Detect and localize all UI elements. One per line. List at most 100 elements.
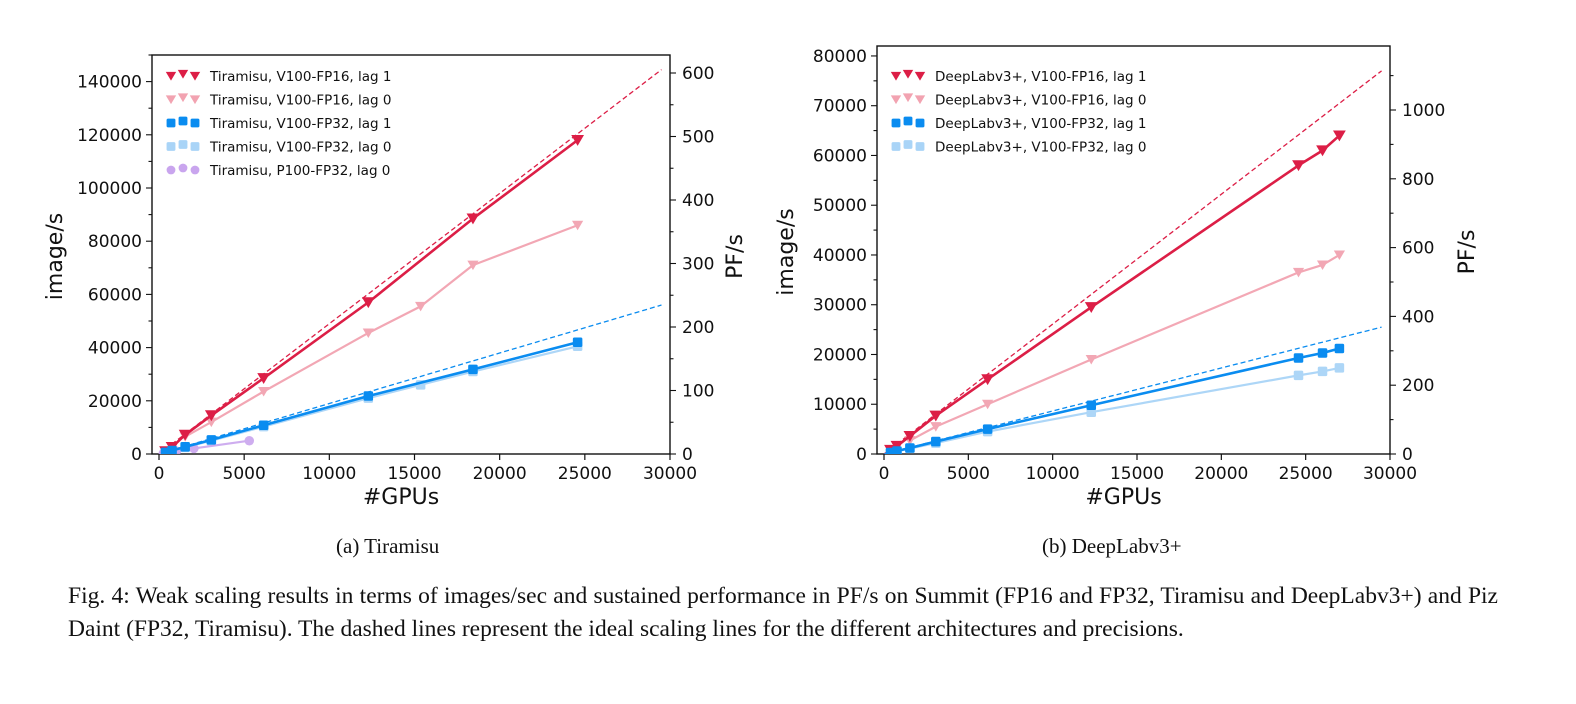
figure-caption: Fig. 4: Weak scaling results in terms of… <box>68 583 1498 642</box>
legend-item: Tiramisu, V100-FP16, lag 1 <box>165 69 392 85</box>
y-tick-label: 0 <box>856 445 867 465</box>
series-fp32-lag1 <box>885 343 1345 454</box>
data-point <box>468 364 478 375</box>
data-point <box>1292 160 1305 172</box>
legend-label: DeepLabv3+, V100-FP32, lag 1 <box>935 116 1146 132</box>
legend-item: DeepLabv3+, V100-FP16, lag 1 <box>890 69 1146 85</box>
plot-frame <box>151 54 671 455</box>
data-point <box>930 422 942 432</box>
data-point <box>180 442 190 452</box>
ideal-scaling-line <box>883 326 1382 454</box>
ideal-scaling-line <box>158 304 662 454</box>
series-line <box>164 139 579 453</box>
subcaption-a: (a) Tiramisu <box>336 534 440 558</box>
y-tick-label: 120000 <box>77 126 142 146</box>
y-tick-label: 10000 <box>813 395 867 415</box>
y2-tick-label: 0 <box>682 445 693 465</box>
legend-marker-icon <box>166 165 176 175</box>
chart-tiramisu: 0 5000 10000 15000 20000 25000 300000200004000… <box>43 54 748 510</box>
y2-axis-label: PF/s <box>1455 230 1480 275</box>
plot-area <box>158 69 662 454</box>
legend-label: DeepLabv3+, V100-FP16, lag 0 <box>935 93 1146 109</box>
legend-label: Tiramisu, V100-FP16, lag 1 <box>209 69 392 85</box>
x-tick-label: 20000 <box>473 464 527 484</box>
series-fp16-lag0 <box>904 250 1345 446</box>
ideal-scaling-line <box>158 69 662 454</box>
data-point <box>1316 260 1329 270</box>
legend-marker-icon <box>190 118 200 128</box>
x-tick-label: 10000 <box>1026 464 1080 484</box>
legend-marker-icon <box>914 95 926 105</box>
legend-marker-icon <box>189 95 201 105</box>
figure-canvas: 0 5000 10000 15000 20000 25000 300000200004000… <box>43 45 1480 510</box>
legend-item: Tiramisu, P100-FP32, lag 0 <box>166 163 390 179</box>
x-axis-label: #GPUs <box>1085 485 1161 510</box>
data-point <box>205 417 217 428</box>
legend-marker-icon <box>177 69 189 79</box>
y-tick-label: 70000 <box>813 97 867 117</box>
y-tick-label: 40000 <box>813 246 867 266</box>
legend-marker-icon <box>903 116 913 126</box>
data-point <box>244 435 255 446</box>
data-point <box>257 373 271 384</box>
data-point <box>467 260 479 271</box>
data-point <box>571 135 585 146</box>
y2-tick-label: 800 <box>1402 170 1434 190</box>
data-point <box>1084 302 1098 313</box>
legend-marker-icon <box>915 142 925 151</box>
data-point <box>1317 348 1328 358</box>
legend-marker-icon <box>178 116 188 126</box>
legend-label: Tiramisu, V100-FP16, lag 0 <box>209 93 392 109</box>
data-point <box>258 420 269 431</box>
y2-tick-label: 0 <box>1402 445 1413 465</box>
legend-marker-icon <box>902 69 914 79</box>
legend-label: DeepLabv3+, V100-FP16, lag 1 <box>935 69 1146 85</box>
y2-tick-label: 100 <box>682 382 714 402</box>
data-point <box>892 446 902 454</box>
legend-marker-icon <box>177 93 189 103</box>
data-point <box>1292 267 1305 278</box>
legend-marker-icon <box>902 93 914 103</box>
series-line <box>889 134 1341 452</box>
legend-marker-icon <box>178 140 188 149</box>
data-point <box>167 445 177 454</box>
data-point <box>1334 363 1345 373</box>
legend-marker-icon <box>890 71 902 81</box>
x-tick-label: 15000 <box>1110 464 1164 484</box>
legend-item: Tiramisu, V100-FP16, lag 0 <box>165 93 392 109</box>
y-axis-label: image/s <box>774 208 799 295</box>
legend-item: DeepLabv3+, V100-FP16, lag 0 <box>890 93 1146 109</box>
x-tick-label: 25000 <box>1279 464 1333 484</box>
y-tick-label: 100000 <box>77 179 142 199</box>
data-point <box>572 220 584 231</box>
legend-item: Tiramisu, V100-FP32, lag 1 <box>166 116 392 132</box>
legend-label: Tiramisu, V100-FP32, lag 1 <box>209 116 392 132</box>
y2-axis-label: PF/s <box>723 234 748 279</box>
legend-marker-icon <box>166 118 176 128</box>
series-line <box>184 224 579 438</box>
y-tick-label: 140000 <box>77 73 142 93</box>
data-point <box>905 443 915 453</box>
x-tick-label: 5000 <box>947 464 990 484</box>
ideal-scaling-line <box>883 70 1382 454</box>
y-tick-label: 50000 <box>813 196 867 216</box>
series-line <box>890 366 1340 454</box>
subcaption-b: (b) DeepLabv3+ <box>1042 534 1182 558</box>
y-tick-label: 40000 <box>88 339 142 359</box>
y-tick-label: 60000 <box>88 285 142 305</box>
data-point <box>1334 343 1345 354</box>
series-fp32-lag0 <box>885 363 1345 454</box>
legend-marker-icon <box>915 118 925 128</box>
chart-deeplabv3: 0 5000 10000 15000 20000 25000 300000100002000… <box>774 45 1480 510</box>
x-tick-label: 30000 <box>643 464 697 484</box>
legend-marker-icon <box>914 71 926 81</box>
y-tick-label: 80000 <box>88 232 142 252</box>
legend-label: DeepLabv3+, V100-FP32, lag 0 <box>935 140 1146 156</box>
y-tick-label: 60000 <box>813 146 867 166</box>
data-point <box>204 410 218 422</box>
series-fp16-lag0 <box>179 220 584 442</box>
legend-marker-icon <box>891 118 901 128</box>
legend-item: DeepLabv3+, V100-FP32, lag 0 <box>891 140 1146 156</box>
series-fp32-lag1 <box>160 337 583 454</box>
data-point <box>931 436 941 447</box>
